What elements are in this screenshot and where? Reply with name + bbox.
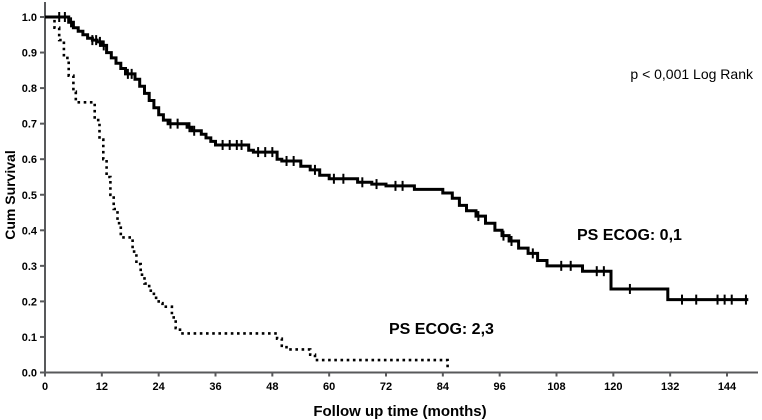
y-tick-label: 0.6 bbox=[22, 154, 37, 166]
x-tick-label: 12 bbox=[96, 381, 108, 393]
axes bbox=[44, 2, 758, 374]
y-tick-label: 0.9 bbox=[22, 48, 37, 60]
x-tick-label: 60 bbox=[323, 381, 335, 393]
y-tick-label: 0.4 bbox=[22, 225, 38, 237]
y-tick-label: 0.1 bbox=[22, 332, 37, 344]
x-tick-label: 144 bbox=[718, 381, 737, 393]
x-tick-label: 36 bbox=[209, 381, 221, 393]
y-tick-label: 0.8 bbox=[22, 83, 37, 95]
y-tick-label: 0.2 bbox=[22, 296, 37, 308]
x-tick-label: 108 bbox=[547, 381, 565, 393]
x-tick-label: 24 bbox=[153, 381, 166, 393]
y-tick-label: 0.7 bbox=[22, 119, 37, 131]
y-tick-label: 0.3 bbox=[22, 261, 37, 273]
p-value-annotation: p < 0,001 Log Rank bbox=[630, 66, 753, 82]
x-tick-label: 96 bbox=[494, 381, 506, 393]
x-tick-label: 48 bbox=[266, 381, 278, 393]
x-tick-label: 84 bbox=[437, 381, 450, 393]
y-tick-label: 0.5 bbox=[22, 190, 37, 202]
x-tick-label: 72 bbox=[380, 381, 392, 393]
series-label-ps-ecog-01: PS ECOG: 0,1 bbox=[577, 227, 682, 244]
x-tick-label: 0 bbox=[42, 381, 48, 393]
y-tick-labels: 0.0 0.1 0.2 0.3 0.4 0.5 0.6 0.7 0.8 0.9 1.0 bbox=[22, 12, 38, 380]
x-tick-labels: 0 12 24 36 48 60 72 84 96 108 120 132 144 bbox=[42, 381, 737, 393]
tick-marks bbox=[40, 16, 728, 377]
x-tick-label: 120 bbox=[604, 381, 622, 393]
y-tick-label: 0.0 bbox=[22, 368, 37, 380]
x-tick-label: 132 bbox=[661, 381, 679, 393]
censor-marks bbox=[58, 12, 747, 305]
series-label-ps-ecog-23: PS ECOG: 2,3 bbox=[389, 321, 494, 338]
km-curve-dotted-ecog-23 bbox=[45, 15, 449, 369]
km-curve-solid-ecog-01 bbox=[45, 15, 749, 302]
y-tick-label: 1.0 bbox=[22, 12, 37, 24]
x-axis-title: Follow up time (months) bbox=[313, 403, 487, 420]
y-axis-title: Cum Survival bbox=[2, 150, 18, 240]
